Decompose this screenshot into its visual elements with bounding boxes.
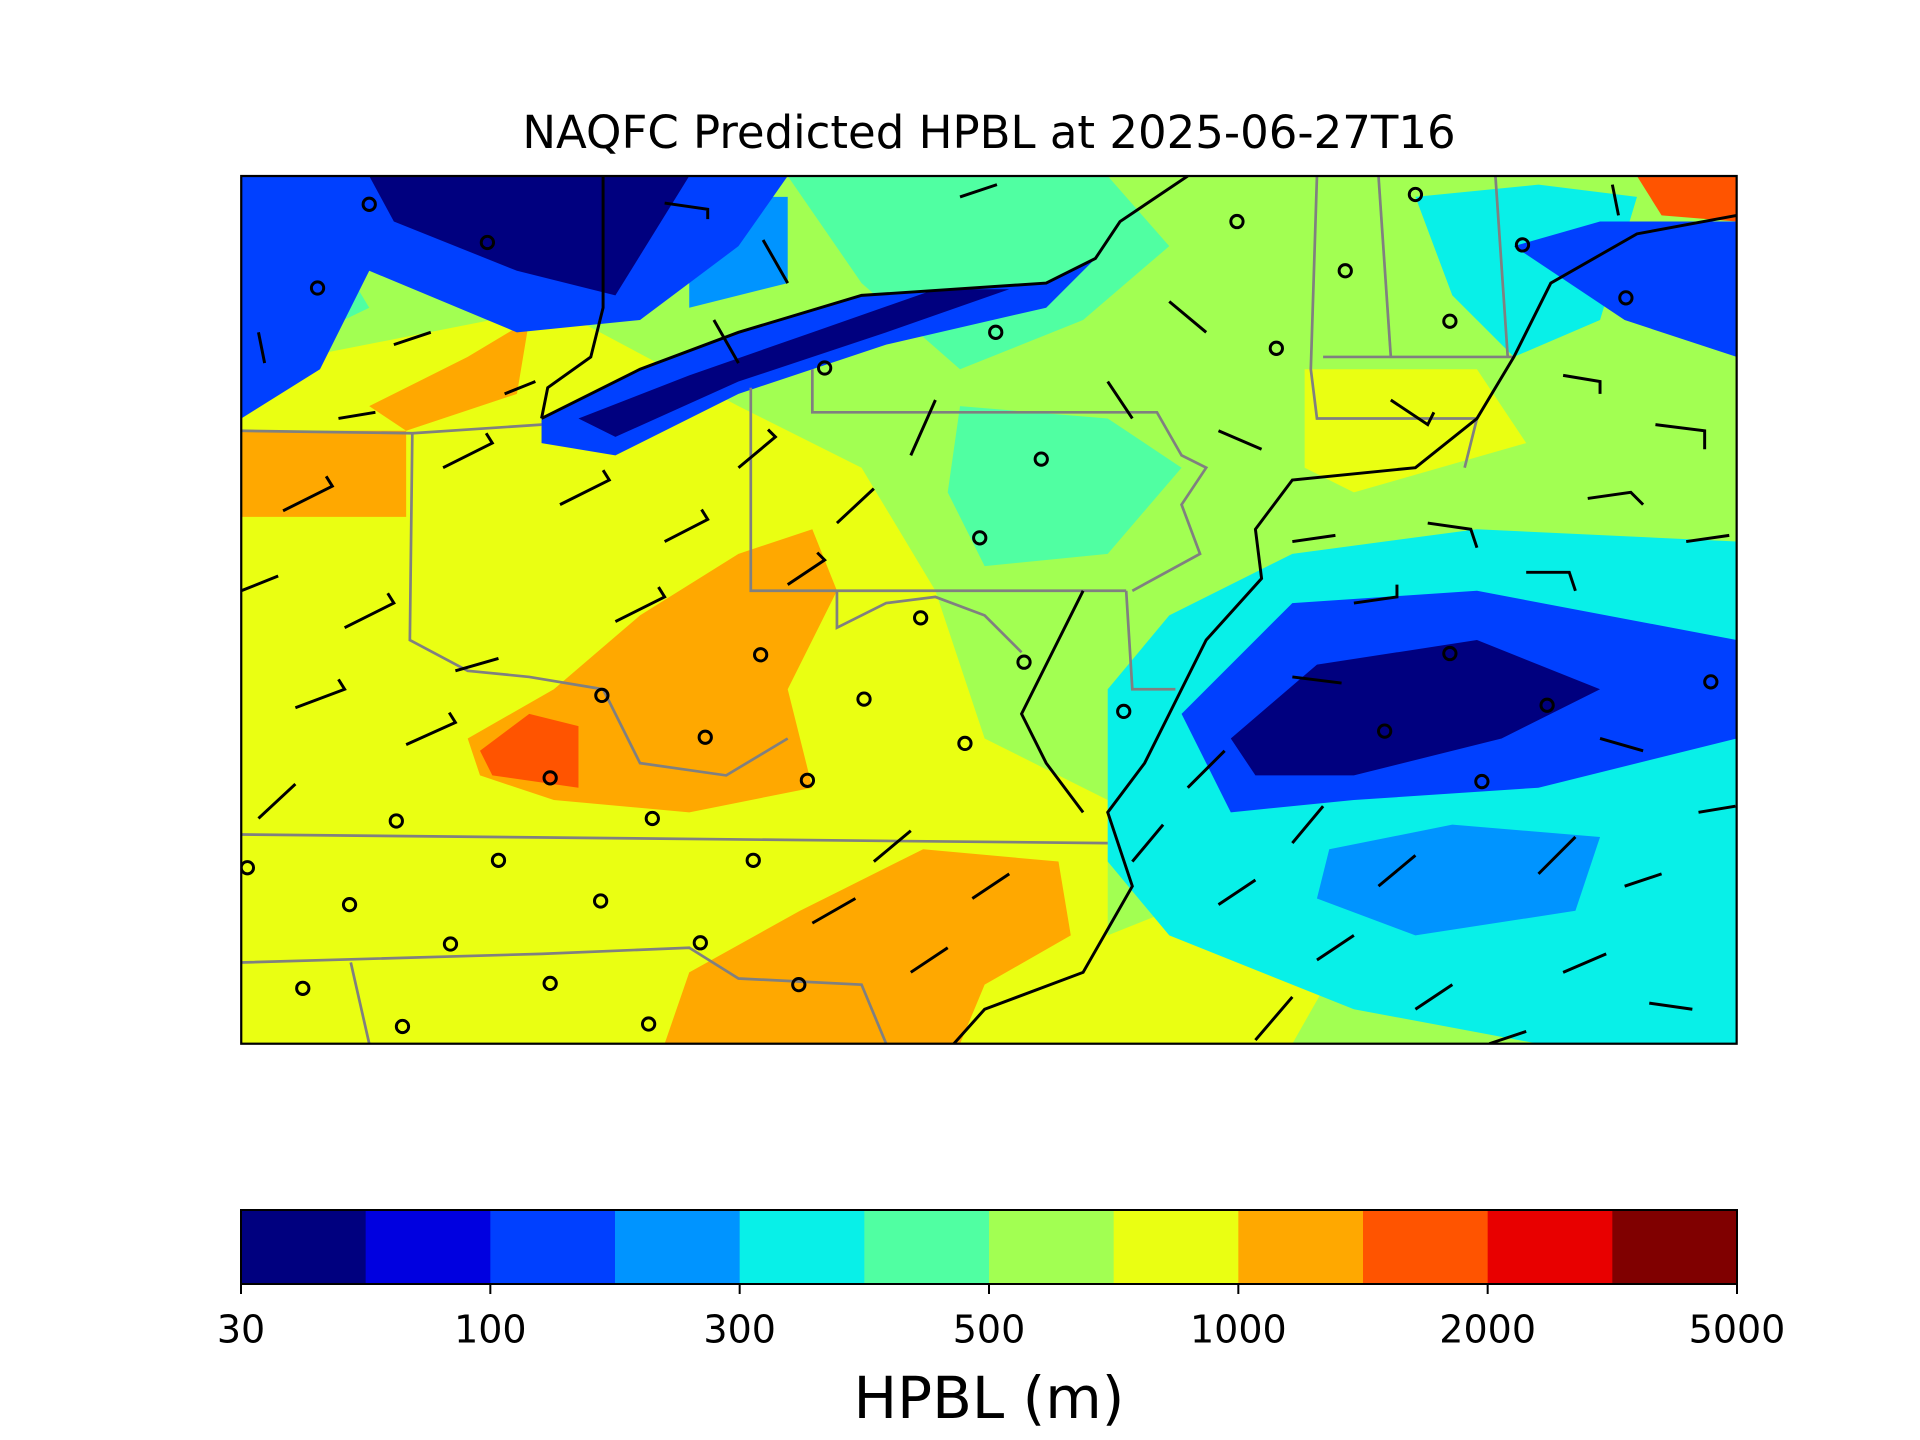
colorbar-swatch bbox=[365, 1210, 491, 1284]
hpbl-field bbox=[241, 176, 1737, 1044]
hpbl-region bbox=[1636, 176, 1737, 222]
colorbar-tick-label: 30 bbox=[217, 1308, 265, 1352]
colorbar-tick-label: 500 bbox=[953, 1308, 1026, 1352]
hpbl-region bbox=[241, 430, 407, 517]
hpbl-region bbox=[369, 320, 530, 431]
map-frame bbox=[240, 174, 1738, 1045]
colorbar-swatch bbox=[1238, 1210, 1364, 1284]
colorbar-tick-label: 1000 bbox=[1190, 1308, 1287, 1352]
hpbl-region bbox=[664, 849, 1071, 1044]
hpbl-region bbox=[1513, 221, 1737, 357]
colorbar-swatch bbox=[1612, 1210, 1738, 1284]
colorbar-swatch bbox=[1487, 1210, 1613, 1284]
colorbar-tick-label: 2000 bbox=[1439, 1308, 1536, 1352]
colorbar-swatch bbox=[1363, 1210, 1489, 1284]
colorbar-tick-label: 100 bbox=[454, 1308, 527, 1352]
coastlines bbox=[540, 176, 1737, 1044]
hpbl-region bbox=[578, 289, 1010, 437]
colorbar-tick-label: 5000 bbox=[1689, 1308, 1786, 1352]
wind-barbs bbox=[241, 183, 1736, 1044]
colorbar-swatch bbox=[989, 1210, 1115, 1284]
hpbl-region bbox=[480, 713, 579, 788]
state-borders bbox=[241, 176, 1514, 1044]
hpbl-region bbox=[369, 176, 690, 296]
colorbar-swatch bbox=[864, 1210, 990, 1284]
colorbar: 30 100 300 500 1000 2000 5000 bbox=[217, 1209, 1786, 1352]
map bbox=[240, 174, 1738, 1045]
colorbar-swatch bbox=[739, 1210, 865, 1284]
map-title: NAQFC Predicted HPBL at 2025-06-27T16 bbox=[522, 106, 1455, 159]
colorbar-tick-label: 300 bbox=[703, 1308, 776, 1352]
stations bbox=[241, 186, 1719, 1035]
colorbar-swatch bbox=[615, 1210, 741, 1284]
hpbl-region bbox=[947, 406, 1182, 567]
colorbar-swatch bbox=[490, 1210, 616, 1284]
colorbar-swatch bbox=[1113, 1210, 1239, 1284]
colorbar-swatch bbox=[241, 1210, 367, 1284]
hpbl-region bbox=[1230, 640, 1601, 776]
hpbl-region bbox=[1304, 369, 1527, 493]
hpbl-region bbox=[787, 176, 1170, 370]
hpbl-region bbox=[1316, 824, 1601, 936]
colorbar-label: HPBL (m) bbox=[854, 1364, 1125, 1432]
